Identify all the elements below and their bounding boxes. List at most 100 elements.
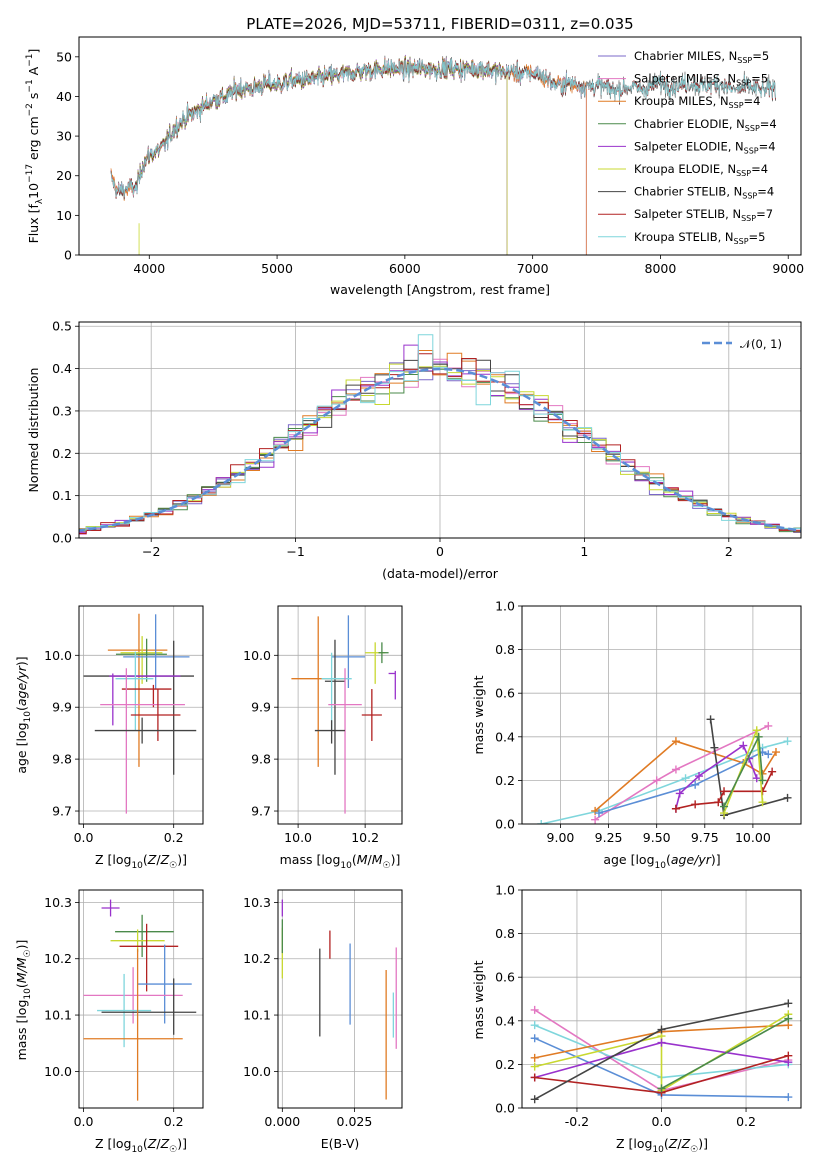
panel-residuals: −2 −1 0 1 2 0.0 0.1 0.2 0.3 0.4 0.5 — [52, 319, 802, 559]
x-tick-label: 0.0 — [652, 1114, 672, 1129]
y-tick-label: 0.4 — [495, 729, 515, 744]
x-tick-label: 10.2 — [351, 830, 379, 845]
errorbar-point — [115, 651, 154, 731]
x-tick-label: 0 — [436, 544, 444, 559]
x-tick-label: 6000 — [389, 261, 421, 276]
weight-marker — [752, 726, 761, 735]
errorbar-point — [109, 673, 181, 726]
errorbar-point — [314, 720, 346, 744]
errorbar-point — [100, 668, 185, 814]
axes-frame — [277, 889, 403, 1109]
model-spectrum-line — [136, 54, 508, 255]
y-axis-label: age [log10(age/yr)] — [14, 656, 33, 773]
weight-marker — [695, 772, 704, 781]
panel-spectrum: 4000 5000 6000 7000 8000 9000 0 10 20 30 40 50 — [56, 36, 804, 276]
y-tick-label: 10 — [56, 208, 72, 223]
weight-series — [671, 767, 777, 813]
chart-title: PLATE=2026, MJD=53711, FIBERID=0311, z=0… — [246, 15, 633, 33]
x-tick-label: 9000 — [772, 261, 804, 276]
x-axis-label: wavelength [Angstrom, rest frame] — [330, 282, 550, 297]
weight-series — [530, 999, 793, 1104]
x-tick-label: 9.00 — [547, 830, 575, 845]
weight-marker — [758, 798, 767, 807]
y-tick-label: 0.5 — [52, 319, 72, 334]
x-tick-label: 10.00 — [735, 830, 771, 845]
weight-marker — [657, 1038, 666, 1047]
y-tick-label: 50 — [56, 49, 72, 64]
x-tick-label: 5000 — [261, 261, 293, 276]
model-spectrum-line — [110, 58, 587, 255]
weight-marker — [758, 776, 767, 785]
errorbar-point — [83, 967, 183, 1024]
weight-marker — [671, 804, 680, 813]
y-axis-label: mass [log10(M/M☉)] — [14, 940, 33, 1061]
y-tick-label: 0.1 — [52, 488, 72, 503]
legend-label: Salpeter ELODIE, NSSP=4 — [634, 139, 776, 155]
plot-area — [537, 715, 792, 824]
weight-marker — [739, 741, 748, 750]
x-tick-label: 4000 — [133, 261, 165, 276]
y-tick-label: 0.2 — [495, 1057, 515, 1072]
weight-marker — [530, 1073, 539, 1082]
weight-marker — [537, 820, 546, 824]
weight-marker — [675, 789, 684, 798]
weight-marker — [714, 798, 723, 807]
weight-marker — [530, 1053, 539, 1062]
errorbar-point — [97, 973, 152, 1048]
model-spectrum-line — [110, 58, 776, 198]
weight-marker — [771, 748, 780, 757]
x-axis-label: Z [log10(Z/Z☉)] — [95, 1136, 187, 1155]
panel-mass-vs-Z: 0.0 0.2 10.0 10.1 10.2 10.3 — [44, 889, 204, 1129]
weight-line — [598, 751, 769, 814]
axes-frame — [78, 605, 204, 825]
weight-marker — [764, 721, 773, 730]
panel-mass-vs-EBV: 0.000 0.025 10.0 10.1 10.2 10.3 — [243, 889, 403, 1129]
y-tick-label: 0 — [64, 248, 72, 263]
y-tick-label: 9.8 — [52, 752, 72, 767]
weight-marker — [530, 1021, 539, 1030]
y-tick-label: 1.0 — [495, 883, 515, 898]
panel-age-vs-Z: 0.0 0.2 9.7 9.8 9.9 10.0 — [44, 605, 204, 845]
weight-marker — [764, 750, 773, 759]
weight-series — [657, 1014, 793, 1093]
y-tick-label: 0.4 — [495, 1013, 515, 1028]
weight-series — [591, 721, 773, 824]
x-axis-label: Z [log10(Z/Z☉)] — [95, 852, 187, 871]
x-tick-label: 8000 — [645, 261, 677, 276]
errorbar-point — [94, 717, 197, 744]
y-tick-label: 0.6 — [495, 970, 515, 985]
weight-series — [706, 715, 792, 820]
legend-label: Chabrier STELIB, NSSP=4 — [634, 185, 774, 201]
x-axis-label: Z [log10(Z/Z☉)] — [616, 1136, 708, 1155]
x-tick-label: −2 — [142, 544, 160, 559]
errorbar-point — [331, 615, 366, 689]
y-tick-label: 40 — [56, 89, 72, 104]
weight-marker — [681, 774, 690, 783]
plot-area — [110, 54, 776, 255]
x-axis-label: mass [log10(M/M☉)] — [280, 852, 401, 871]
weight-marker — [754, 732, 763, 741]
weight-marker — [768, 767, 777, 776]
x-tick-label: 0.2 — [164, 1114, 184, 1129]
weight-marker — [530, 1095, 539, 1104]
errorbar-point — [123, 614, 190, 690]
weight-marker — [710, 743, 719, 752]
weight-marker — [706, 715, 715, 724]
weight-marker — [671, 737, 680, 746]
panel-age-vs-mass: 10.0 10.2 9.7 9.8 9.9 10.0 — [243, 605, 403, 845]
weight-marker — [691, 800, 700, 809]
legend-label: Kroupa STELIB, NSSP=5 — [634, 230, 765, 246]
weight-line — [709, 719, 788, 817]
weight-marker — [784, 1051, 793, 1060]
weight-marker — [671, 765, 680, 774]
weight-marker — [594, 809, 603, 818]
weight-marker — [652, 776, 661, 785]
x-axis-label: age [log10(age/yr)] — [603, 852, 720, 871]
errorbar-point — [130, 689, 181, 741]
y-tick-label: 10.1 — [243, 1008, 271, 1023]
y-tick-label: 10.0 — [243, 1064, 271, 1079]
errorbar-point — [115, 638, 167, 682]
errorbar-point — [121, 684, 172, 708]
errorbar-point — [388, 670, 396, 700]
normal-reference-curve — [79, 367, 801, 532]
